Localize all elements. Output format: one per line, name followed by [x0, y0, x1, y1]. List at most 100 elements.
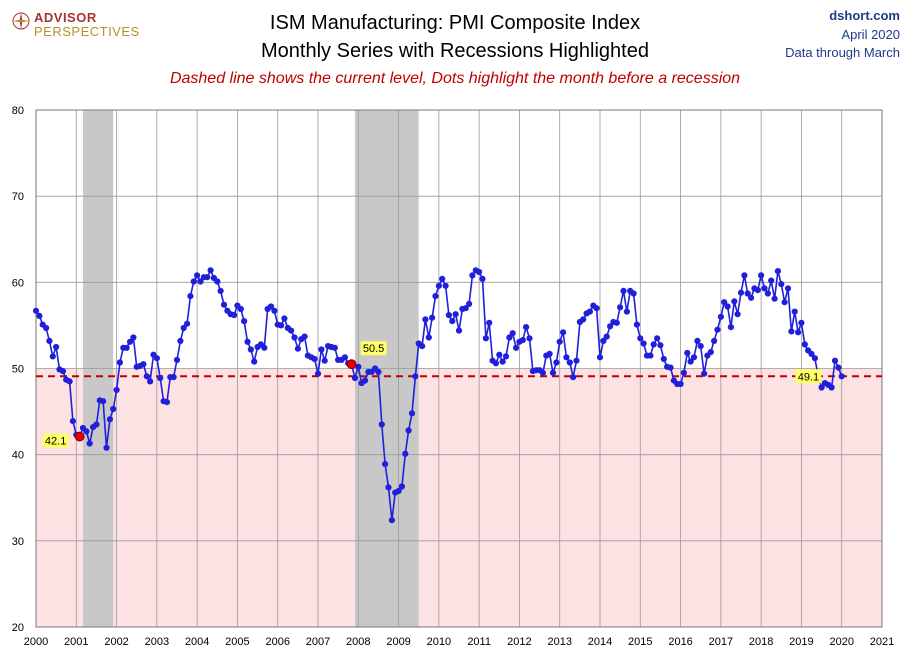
data-point — [86, 440, 93, 447]
data-point — [59, 368, 66, 375]
data-point — [408, 410, 416, 417]
data-point — [271, 307, 278, 314]
data-point — [835, 364, 842, 371]
x-tick-label: 2011 — [467, 636, 491, 648]
data-point — [479, 275, 486, 282]
source-note: Data through March — [785, 45, 900, 60]
data-point — [46, 337, 53, 344]
x-tick-label: 2004 — [185, 636, 209, 648]
data-point — [791, 308, 798, 315]
data-point — [69, 418, 76, 425]
data-point — [435, 282, 442, 289]
data-point — [288, 327, 295, 334]
data-point — [509, 330, 516, 337]
data-point — [314, 370, 322, 377]
data-point — [180, 324, 187, 332]
data-point — [499, 358, 506, 365]
source-date: April 2020 — [841, 27, 900, 42]
data-point — [721, 299, 728, 306]
data-point — [731, 298, 738, 305]
data-point — [217, 287, 224, 294]
data-point — [241, 318, 248, 325]
data-point — [680, 369, 688, 376]
data-point — [586, 308, 594, 315]
data-point — [724, 303, 731, 310]
logo-text-advisor: ADVISOR — [34, 10, 97, 25]
x-tick-label: 2015 — [628, 636, 652, 648]
data-point — [83, 428, 90, 435]
data-point — [711, 337, 718, 344]
chart-title: ISM Manufacturing: PMI Composite Index — [269, 12, 641, 34]
data-point — [432, 293, 439, 300]
data-point — [539, 369, 547, 376]
data-point — [486, 319, 493, 326]
data-point — [237, 305, 244, 313]
data-point — [157, 374, 164, 382]
data-point — [502, 353, 510, 360]
data-point — [382, 461, 389, 468]
data-point — [214, 278, 221, 285]
data-point — [607, 323, 614, 330]
data-point — [838, 373, 845, 380]
data-point — [623, 308, 631, 315]
data-point — [278, 322, 285, 329]
chart-subtitle: Dashed line shows the current level, Dot… — [169, 70, 741, 87]
data-point — [452, 311, 459, 318]
data-point — [405, 427, 412, 434]
data-point — [66, 378, 73, 385]
data-point — [147, 378, 154, 385]
data-point — [801, 341, 808, 348]
data-point — [281, 315, 288, 322]
data-point — [395, 487, 402, 494]
x-tick-label: 2013 — [547, 636, 571, 648]
data-point — [163, 399, 170, 406]
x-tick-label: 2002 — [104, 636, 128, 648]
x-tick-label: 2000 — [24, 636, 48, 648]
data-point — [741, 272, 748, 279]
data-point — [566, 359, 573, 366]
data-point — [761, 285, 768, 292]
below-50-shade — [36, 368, 882, 627]
data-point — [103, 444, 110, 451]
data-point — [361, 377, 369, 384]
data-point — [781, 299, 788, 306]
data-point — [650, 341, 657, 348]
data-point — [351, 374, 358, 382]
data-point — [113, 386, 120, 394]
x-tick-label: 2017 — [709, 636, 733, 648]
data-point — [207, 267, 214, 274]
data-point — [140, 361, 147, 368]
data-point — [261, 344, 268, 351]
data-point — [445, 312, 452, 319]
chart-title-line2: Monthly Series with Recessions Highlight… — [261, 40, 649, 62]
y-tick-label: 60 — [12, 277, 24, 289]
x-tick-label: 2021 — [870, 636, 894, 648]
data-point — [153, 355, 160, 362]
data-point — [570, 374, 577, 381]
callout-box — [42, 433, 69, 448]
data-point — [43, 324, 50, 332]
plot-border — [35, 109, 883, 628]
data-point — [600, 337, 607, 344]
data-point — [341, 354, 348, 361]
data-point — [439, 275, 446, 282]
data-point — [633, 321, 641, 328]
data-point — [744, 290, 751, 297]
data-point — [130, 334, 137, 341]
data-point — [596, 354, 604, 361]
data-point — [647, 352, 654, 359]
x-tick-label: 2018 — [749, 636, 773, 648]
data-point — [613, 319, 620, 326]
data-point — [677, 380, 684, 388]
data-point — [197, 278, 204, 285]
data-point — [194, 272, 201, 279]
data-point — [707, 349, 714, 356]
data-point — [620, 287, 627, 294]
data-point — [617, 304, 624, 311]
y-tick-label: 20 — [12, 622, 24, 634]
data-point — [476, 268, 483, 276]
data-point — [519, 337, 526, 344]
data-point — [116, 359, 123, 366]
data-point — [49, 353, 56, 360]
data-point — [244, 338, 251, 345]
